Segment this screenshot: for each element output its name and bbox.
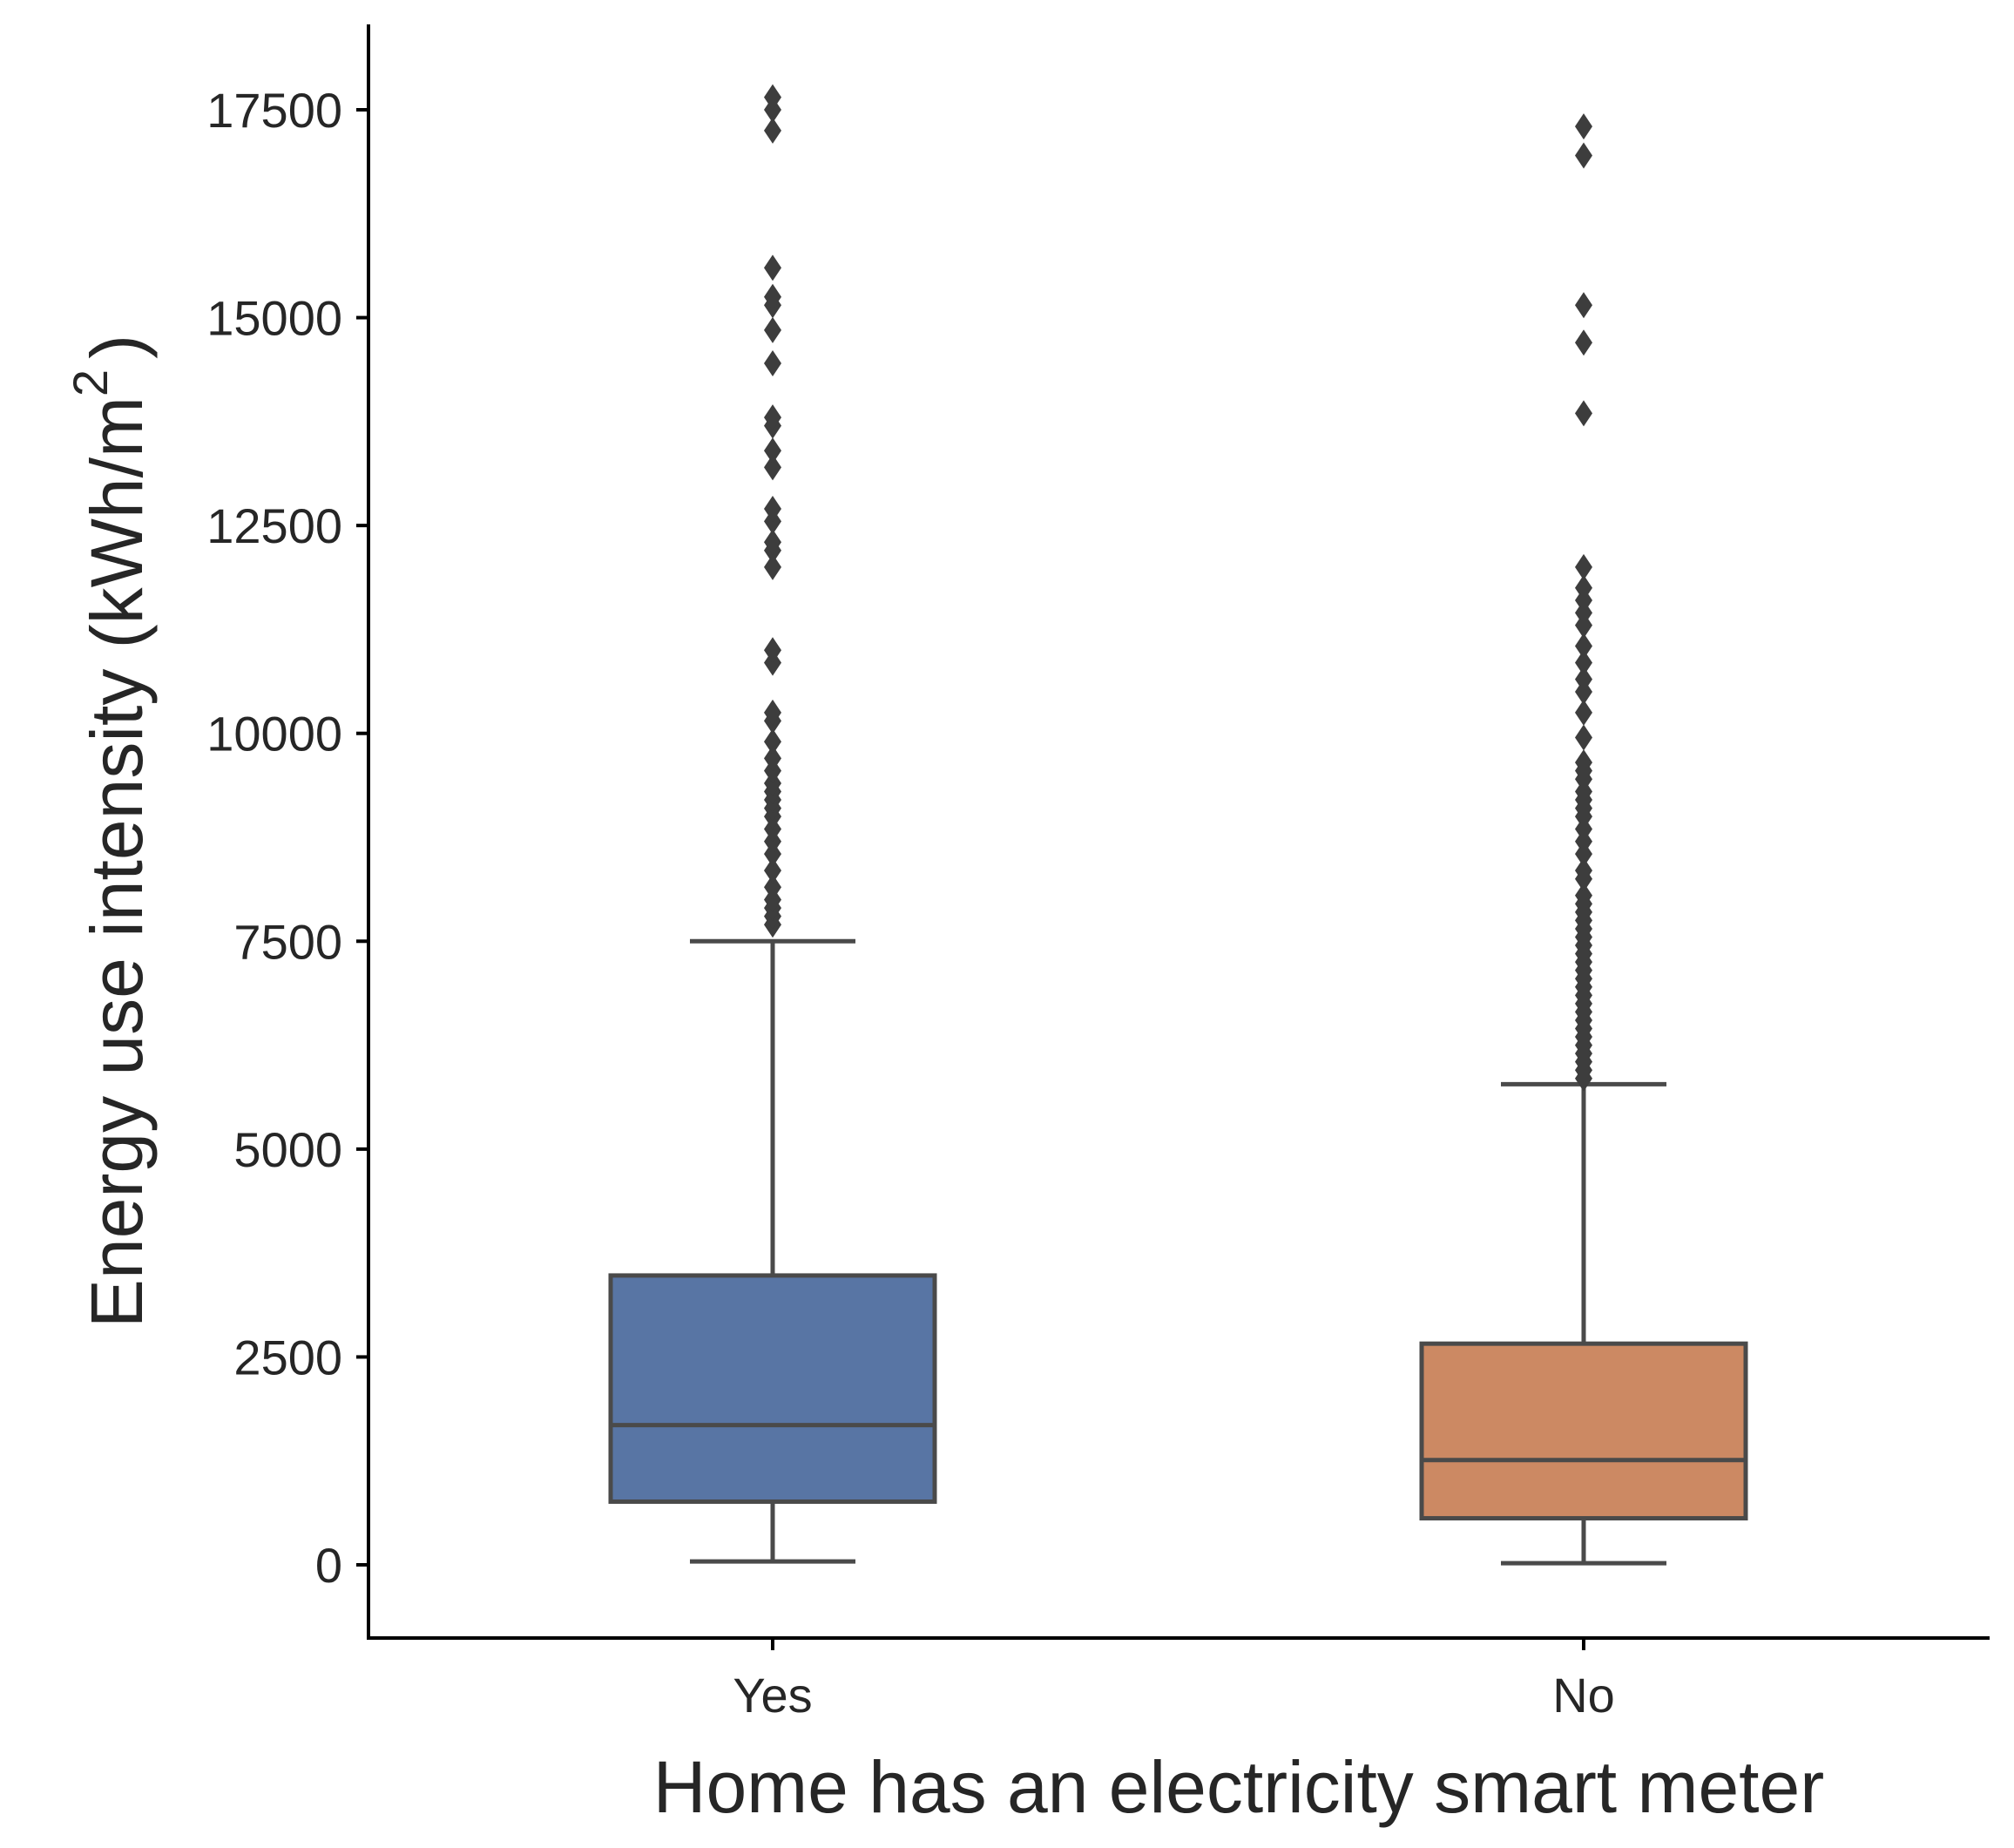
iqr-box [611,1276,935,1502]
outlier-point [764,350,781,376]
outlier-point [764,254,781,281]
y-axis-title-close: ) [76,335,158,359]
outlier-point [1575,724,1592,750]
x-axis-title: Home has an electricity smart meter [653,1746,1824,1828]
x-tick-label: Yes [733,1668,812,1723]
outlier-point [764,317,781,343]
outlier-point [1575,142,1592,168]
y-tick-label: 0 [315,1538,342,1593]
y-tick-label: 2500 [233,1330,342,1384]
box-group-no [1422,113,1746,1563]
y-tick-label: 15000 [206,291,342,346]
iqr-box [1422,1344,1746,1518]
outlier-point [1575,400,1592,426]
outlier-point [1575,113,1592,139]
outlier-point [764,437,781,464]
x-ticks: Yes No [733,1638,1614,1723]
boxes [611,85,1746,1563]
y-tick-label: 5000 [233,1122,342,1177]
y-tick-label: 7500 [233,914,342,969]
x-tick-label: No [1552,1668,1615,1723]
y-tick-label: 10000 [206,707,342,762]
outliers [764,85,781,938]
y-ticks: 0 2500 5000 7500 10000 12500 15000 17500 [206,83,368,1593]
outlier-point [1575,329,1592,355]
y-tick-label: 17500 [206,83,342,138]
y-axis-title: Energy use intensity (kWh/m2) [63,335,158,1328]
y-axis-title-main: Energy use intensity (kWh/m [76,396,158,1328]
box-group-yes [611,85,935,1561]
outlier-point [1575,292,1592,318]
outliers [1575,113,1592,1092]
y-axis-title-superscript: 2 [63,369,118,396]
outlier-point [1575,554,1592,580]
y-tick-label: 12500 [206,498,342,553]
